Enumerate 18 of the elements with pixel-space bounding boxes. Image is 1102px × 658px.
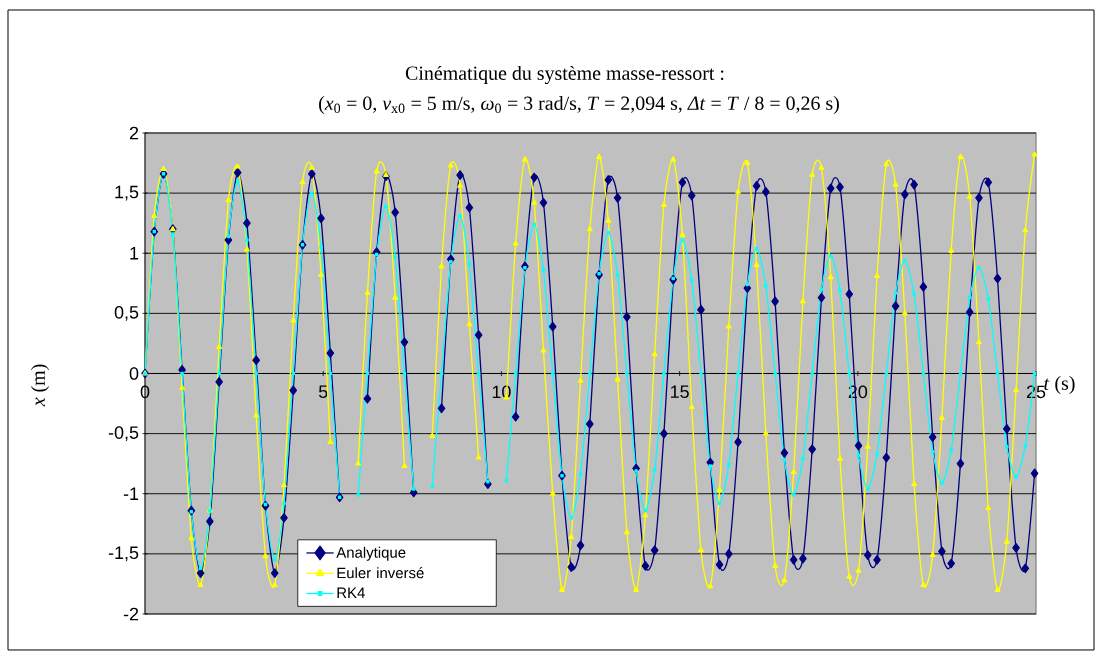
y-tick-label: -0,5 bbox=[108, 426, 139, 442]
x-tick-label: 0 bbox=[140, 385, 150, 399]
legend-label: RK4 bbox=[337, 587, 365, 598]
y-axis-title: x (m) bbox=[30, 364, 50, 407]
legend-label: Euler inversé bbox=[337, 567, 424, 579]
legend-label: Analytique bbox=[336, 546, 406, 561]
y-tick-label: 0 bbox=[129, 367, 139, 380]
y-tick-label: 1,5 bbox=[115, 185, 139, 201]
text: (x$_{0}$ = 0, v$_{x0}$ = 5 m/s, ω$_{0}$ = 3 rad/s, T = 2,094 s, Δt = T / 8 = 0,26 s) bbox=[319, 95, 839, 115]
y-tick-label: -1,5 bbox=[108, 546, 139, 562]
x-axis-title: t (s) bbox=[1044, 375, 1075, 395]
y-tick-label: 1 bbox=[130, 247, 139, 260]
y-tick-label: 2 bbox=[129, 126, 139, 140]
y-tick-label: -1 bbox=[123, 487, 139, 500]
chart-title: Cinématique du système masse-ressort : bbox=[405, 65, 724, 85]
y-tick-label: 0,5 bbox=[114, 305, 139, 321]
x-tick-label: 15 bbox=[671, 385, 689, 399]
y-tick-label: -2 bbox=[123, 607, 139, 621]
